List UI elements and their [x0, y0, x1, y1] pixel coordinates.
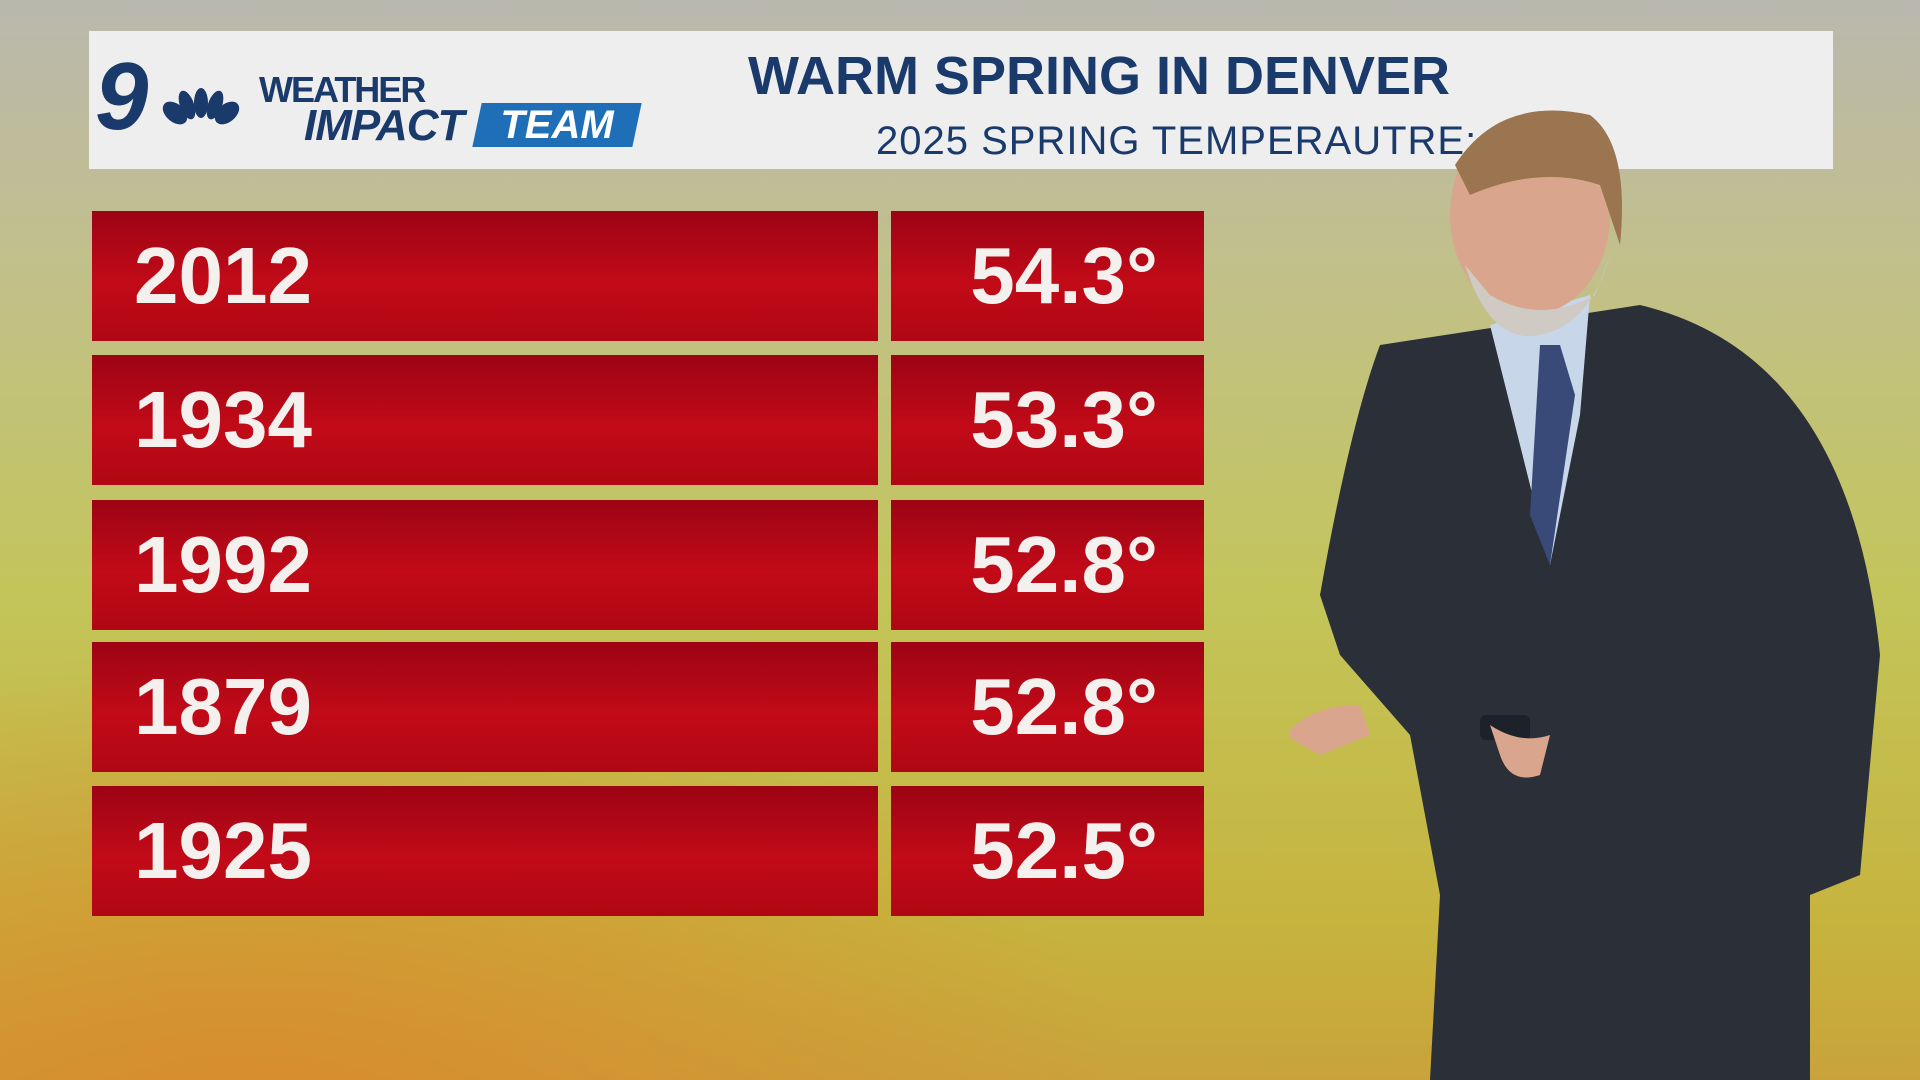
temperature-cell: 52.8° [891, 642, 1204, 772]
year-cell: 2012 [92, 211, 878, 341]
temperature-cell: 52.5° [891, 786, 1204, 916]
temperature-cell: 52.8° [891, 500, 1204, 630]
channel-number: 9 [95, 43, 149, 150]
logo-team: TEAM [500, 103, 614, 147]
presenter [1290, 110, 1880, 1080]
year-cell: 1934 [92, 355, 878, 485]
header-bar: 9 WEATHER IMPACT TEAM WARM SPRING IN DEN… [89, 31, 1833, 169]
logo-team-badge: TEAM [472, 103, 642, 147]
temperature-cell: 54.3° [891, 211, 1204, 341]
subtitle: 2025 SPRING TEMPERAUTRE: 50 [876, 119, 1536, 163]
peacock-logo [162, 88, 240, 125]
temperature-cell: 53.3° [891, 355, 1204, 485]
year-cell: 1925 [92, 786, 878, 916]
year-cell: 1879 [92, 642, 878, 772]
year-cell: 1992 [92, 500, 878, 630]
logo-weather: WEATHER [259, 69, 426, 110]
title: WARM SPRING IN DENVER [747, 46, 1451, 106]
logo-impact: IMPACT [304, 101, 464, 150]
